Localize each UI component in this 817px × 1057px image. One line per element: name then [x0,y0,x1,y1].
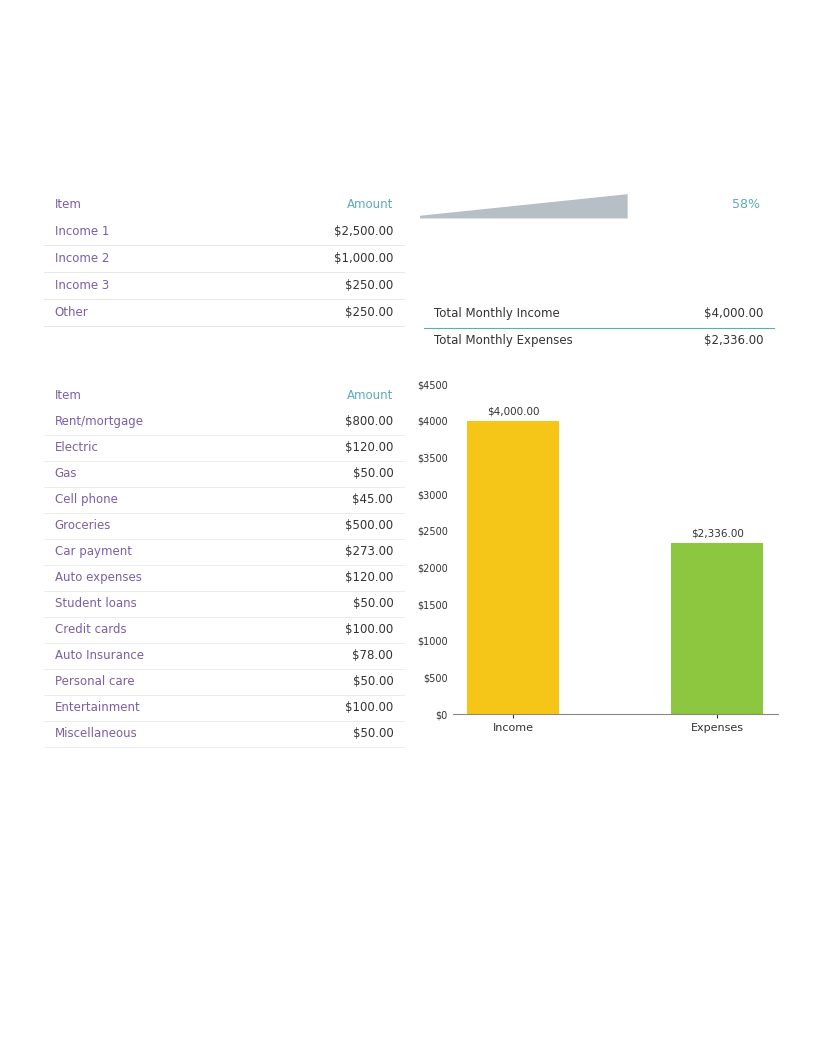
Text: $1,000.00: $1,000.00 [334,252,393,264]
Text: Item: Item [55,198,82,210]
Text: $2,500.00: $2,500.00 [334,225,393,238]
Text: 2015: 2015 [704,118,754,136]
Text: Car payment: Car payment [55,545,132,558]
Text: STUDENT BUDGET TEMPLATE: STUDENT BUDGET TEMPLATE [59,91,648,125]
Text: BALANCE: BALANCE [435,366,496,378]
Text: $4,000.00: $4,000.00 [487,406,539,416]
Text: $800.00: $800.00 [345,415,393,428]
Text: Item: Item [55,389,82,403]
Text: $120.00: $120.00 [345,571,393,585]
Text: Electric: Electric [55,441,99,455]
Text: $250.00: $250.00 [345,279,393,292]
Text: $78.00: $78.00 [352,649,393,662]
Text: Personal care: Personal care [55,675,134,688]
Text: Groceries: Groceries [55,519,111,533]
Text: Total Monthly Income: Total Monthly Income [435,307,560,320]
Text: Amount: Amount [347,198,393,210]
Text: Auto expenses: Auto expenses [55,571,141,585]
Text: MONTHLY INCOME: MONTHLY INCOME [163,173,284,186]
Text: $100.00: $100.00 [345,624,393,636]
Text: $120.00: $120.00 [345,441,393,455]
Text: SUMMARY: SUMMARY [565,281,633,295]
Text: $50.00: $50.00 [352,727,393,740]
Text: Income 2: Income 2 [55,252,109,264]
Text: $1,664.00: $1,664.00 [697,366,764,378]
Text: MONTHLY EXPENSES: MONTHLY EXPENSES [156,366,292,378]
Text: $50.00: $50.00 [352,467,393,480]
Text: $100.00: $100.00 [345,701,393,715]
Bar [467,421,560,713]
Text: Amount: Amount [347,389,393,403]
Text: 58%: 58% [732,198,760,210]
Text: $273.00: $273.00 [345,545,393,558]
Text: Entertainment: Entertainment [55,701,141,715]
Text: $500.00: $500.00 [345,519,393,533]
Text: Auto Insurance: Auto Insurance [55,649,144,662]
Text: $50.00: $50.00 [352,675,393,688]
Text: $250.00: $250.00 [345,305,393,318]
Text: $4,000.00: $4,000.00 [704,307,764,320]
Text: Gas: Gas [55,467,78,480]
Text: Credit cards: Credit cards [55,624,127,636]
Text: $2,336.00: $2,336.00 [691,528,743,538]
Bar [672,542,763,713]
Text: $2,336.00: $2,336.00 [704,334,764,347]
Text: Rent/mortgage: Rent/mortgage [55,415,144,428]
Text: Income 1: Income 1 [55,225,109,238]
Text: Other: Other [55,305,88,318]
Polygon shape [420,194,627,219]
Text: Miscellaneous: Miscellaneous [55,727,137,740]
Text: $50.00: $50.00 [352,597,393,610]
Text: Total Monthly Expenses: Total Monthly Expenses [435,334,573,347]
Text: Cell phone: Cell phone [55,494,118,506]
Text: $45.00: $45.00 [352,494,393,506]
Text: PERCENTAGE OF INCOME SPENT: PERCENTAGE OF INCOME SPENT [493,173,706,186]
Text: Income 3: Income 3 [55,279,109,292]
Text: Student loans: Student loans [55,597,136,610]
